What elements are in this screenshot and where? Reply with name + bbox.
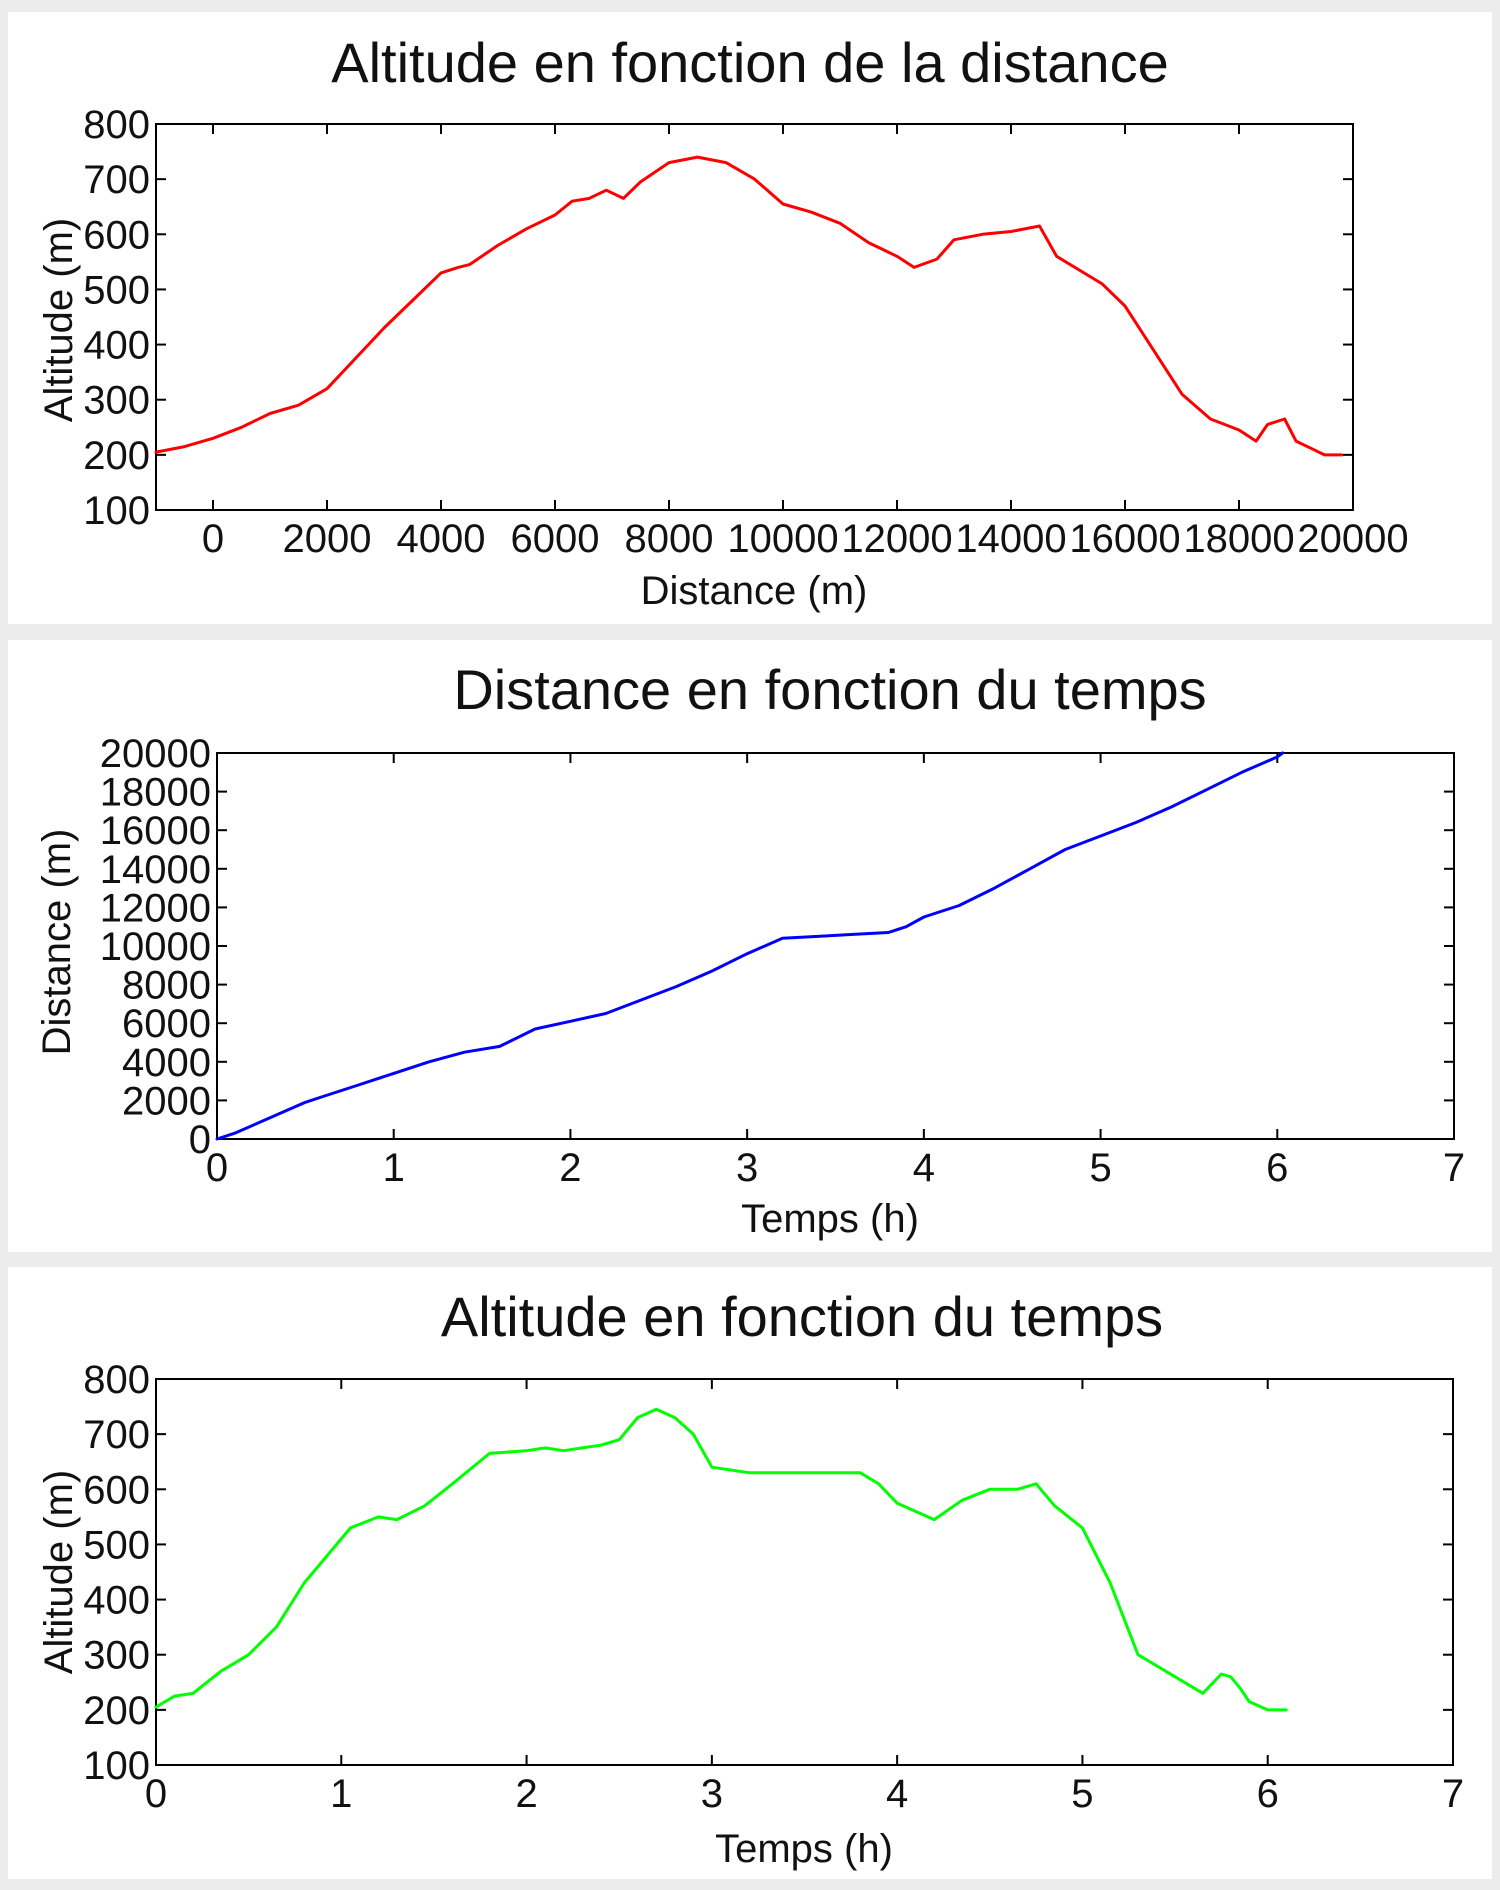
x-tick-label: 18000 (1183, 517, 1294, 561)
y-tick-label: 20000 (100, 732, 211, 776)
x-tick-label: 5 (1089, 1146, 1111, 1190)
x-tick-label: 4 (886, 1772, 908, 1816)
y-tick-label: 500 (83, 1523, 150, 1567)
x-axis-label: Temps (h) (715, 1827, 893, 1871)
y-tick-label: 600 (83, 1468, 150, 1512)
y-tick-label: 16000 (100, 809, 211, 853)
chart-altitude-vs-distance: Altitude en fonction de la distance 0 200… (8, 12, 1492, 624)
x-tick-label: 4000 (397, 517, 486, 561)
x-tick-label: 6000 (511, 517, 600, 561)
axis-ticks: 0 1 2 3 4 5 6 702000400060008000100001200014000… (100, 732, 1465, 1190)
x-tick-label: 16000 (1069, 517, 1180, 561)
x-tick-label: 0 (206, 1146, 228, 1190)
x-tick-label: 2000 (283, 517, 372, 561)
y-tick-label: 6000 (122, 1002, 211, 1046)
y-tick-label: 300 (83, 1634, 150, 1678)
series-layer (154, 155, 1344, 457)
y-tick-label: 100 (83, 1744, 150, 1788)
x-tick-label: 2 (515, 1772, 537, 1816)
plot-area (155, 123, 1354, 511)
x-tick-label: 14000 (955, 517, 1066, 561)
x-tick-label: 12000 (841, 517, 952, 561)
y-tick-label: 2000 (122, 1079, 211, 1123)
x-tick-label: 10000 (727, 517, 838, 561)
x-tick-label: 1 (383, 1146, 405, 1190)
x-tick-label: 7 (1442, 1772, 1464, 1816)
x-tick-label: 2 (559, 1146, 581, 1190)
x-tick-label: 0 (145, 1772, 167, 1816)
y-tick-label: 200 (83, 1689, 150, 1733)
y-tick-label: 400 (83, 324, 150, 368)
y-axis-label: Altitude (m) (37, 1470, 81, 1675)
y-tick-label: 700 (83, 158, 150, 202)
series-layer (215, 751, 1285, 1141)
y-tick-label: 4000 (122, 1041, 211, 1085)
x-tick-label: 0 (202, 517, 224, 561)
y-axis-label: Distance (m) (35, 829, 79, 1056)
y-tick-label: 12000 (100, 886, 211, 930)
y-tick-label: 300 (83, 379, 150, 423)
x-tick-label: 20000 (1297, 517, 1408, 561)
x-tick-label: 8000 (625, 517, 714, 561)
x-tick-label: 7 (1443, 1146, 1465, 1190)
y-tick-label: 0 (189, 1118, 211, 1162)
plot-area (216, 752, 1455, 1140)
axis-ticks: 0 1 2 3 4 5 6 7 100 200 300 400 500 600 700 800 (83, 1358, 1464, 1816)
y-tick-label: 8000 (122, 964, 211, 1008)
y-axis-label: Altitude (m) (37, 218, 81, 423)
chart-title: Altitude en fonction de la distance (331, 31, 1168, 94)
x-tick-label: 6 (1257, 1772, 1279, 1816)
x-tick-label: 1 (330, 1772, 352, 1816)
y-tick-label: 600 (83, 213, 150, 257)
chart-title: Altitude en fonction du temps (441, 1285, 1163, 1348)
y-tick-label: 10000 (100, 925, 211, 969)
x-axis-label: Distance (m) (641, 569, 868, 613)
y-tick-label: 14000 (100, 848, 211, 892)
chart-distance-vs-time: Distance en fonction du temps 0 1 2 3 4 5 6 702… (8, 640, 1492, 1252)
y-tick-label: 500 (83, 268, 150, 312)
y-tick-label: 800 (83, 103, 150, 147)
y-tick-label: 18000 (100, 771, 211, 815)
x-tick-label: 4 (913, 1146, 935, 1190)
x-tick-label: 3 (701, 1772, 723, 1816)
series-layer (154, 1407, 1288, 1712)
x-tick-label: 3 (736, 1146, 758, 1190)
y-tick-label: 200 (83, 434, 150, 478)
x-tick-label: 5 (1071, 1772, 1093, 1816)
chart-altitude-vs-time: Altitude en fonction du temps 0 1 2 3 4 5 6 7 10… (8, 1267, 1492, 1879)
plot-area (155, 1378, 1454, 1766)
x-axis-label: Temps (h) (741, 1197, 919, 1241)
chart-title: Distance en fonction du temps (453, 658, 1206, 721)
series-line (154, 1407, 1288, 1712)
y-tick-label: 800 (83, 1358, 150, 1402)
series-line (215, 751, 1285, 1141)
x-tick-label: 6 (1266, 1146, 1288, 1190)
y-tick-label: 400 (83, 1579, 150, 1623)
y-tick-label: 100 (83, 489, 150, 533)
series-line (154, 155, 1344, 457)
axis-ticks: 0 2000 4000 6000 8000 10000 12000 14000 16000 180… (83, 103, 1408, 561)
y-tick-label: 700 (83, 1413, 150, 1457)
